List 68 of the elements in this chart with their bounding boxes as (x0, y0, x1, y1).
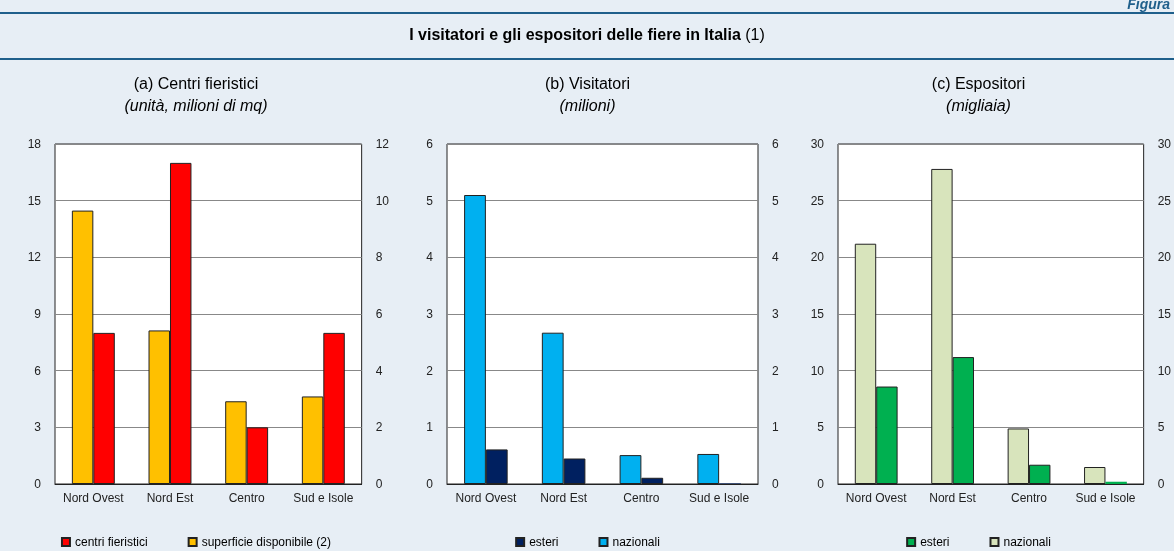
y-tick-label: 20 (810, 250, 825, 265)
legend-label: centri fieristici (74, 535, 148, 549)
y2-tick-label: 15 (1157, 307, 1172, 321)
y-tick-label: 1 (426, 420, 434, 435)
chart-subtitle: (milioni) (559, 96, 616, 114)
x-tick-label: Nord Est (540, 491, 588, 505)
y2-tick-label: 0 (772, 477, 779, 491)
legend-label: nazionali (1003, 535, 1051, 549)
y2-tick-label: 2 (375, 420, 383, 435)
x-tick-label: Nord Est (929, 491, 977, 505)
chart-subtitle: (unità, milioni di mq) (124, 96, 268, 114)
y-tick-label: 15 (27, 193, 42, 208)
x-tick-label: Centro (1011, 491, 1048, 505)
y-tick-label: 18 (27, 137, 42, 151)
y-tick-label: 0 (426, 477, 434, 491)
y-tick-label: 6 (426, 137, 434, 151)
chart-subtitle: (migliaia) (946, 96, 1011, 114)
y2-tick-label: 1 (772, 420, 779, 435)
y-tick-label: 6 (34, 363, 42, 378)
chart-title: (b) Visitatori (544, 74, 631, 92)
x-tick-label: Nord Ovest (62, 491, 125, 505)
x-tick-label: Centro (623, 491, 660, 505)
x-tick-label: Nord Ovest (455, 491, 517, 505)
text: I visitatori e gli espositori delle fiere in Italia (1) (408, 26, 766, 44)
y2-tick-label: 30 (1157, 137, 1172, 151)
y2-tick-label: 6 (375, 307, 383, 321)
x-tick-label: Nord Est (146, 491, 194, 505)
y2-tick-label: 25 (1157, 193, 1172, 208)
y-tick-label: 3 (34, 420, 42, 435)
chart-title: (a) Centri fieristici (133, 74, 259, 92)
y-tick-label: 12 (27, 250, 42, 265)
y2-tick-label: 10 (375, 193, 390, 208)
y2-tick-label: 8 (375, 250, 383, 265)
chart-title: (c) Espositori (931, 74, 1026, 92)
x-tick-label: Sud e Isole (689, 491, 750, 505)
x-tick-label: Nord Ovest (845, 491, 908, 505)
y-tick-label: 30 (810, 137, 825, 151)
x-tick-label: Sud e Isole (293, 491, 354, 505)
y2-tick-label: 4 (772, 250, 779, 265)
y-tick-label: 15 (810, 307, 825, 321)
y-tick-label: 0 (817, 477, 825, 491)
legend-label: superficie disponibile (2) (201, 535, 332, 549)
y2-tick-label: 2 (772, 363, 779, 378)
legend-label: nazionali (612, 535, 660, 549)
y-tick-label: 4 (426, 250, 434, 265)
y2-tick-label: 20 (1157, 250, 1172, 265)
y2-tick-label: 5 (1157, 420, 1165, 435)
y-tick-label: 9 (34, 307, 42, 321)
y2-tick-label: 0 (375, 477, 383, 491)
y2-tick-label: 0 (1157, 477, 1165, 491)
y-tick-label: 25 (810, 193, 825, 208)
y2-tick-label: 3 (772, 307, 779, 321)
legend-label: esteri (529, 535, 559, 549)
x-tick-label: Sud e Isole (1075, 491, 1136, 505)
y-tick-label: 5 (426, 193, 434, 208)
y2-tick-label: 4 (375, 363, 383, 378)
y2-tick-label: 5 (772, 193, 779, 208)
x-tick-label: Centro (228, 491, 265, 505)
y-tick-label: 5 (817, 420, 825, 435)
y-tick-label: 2 (426, 363, 434, 378)
bar (1105, 481, 1127, 484)
y2-tick-label: 6 (772, 137, 779, 151)
legend-label: esteri (920, 535, 950, 549)
y-tick-label: 10 (810, 363, 825, 378)
y2-tick-label: 12 (375, 137, 390, 151)
y2-tick-label: 10 (1157, 363, 1172, 378)
y-tick-label: 3 (426, 307, 434, 321)
y-tick-label: 0 (34, 477, 42, 491)
